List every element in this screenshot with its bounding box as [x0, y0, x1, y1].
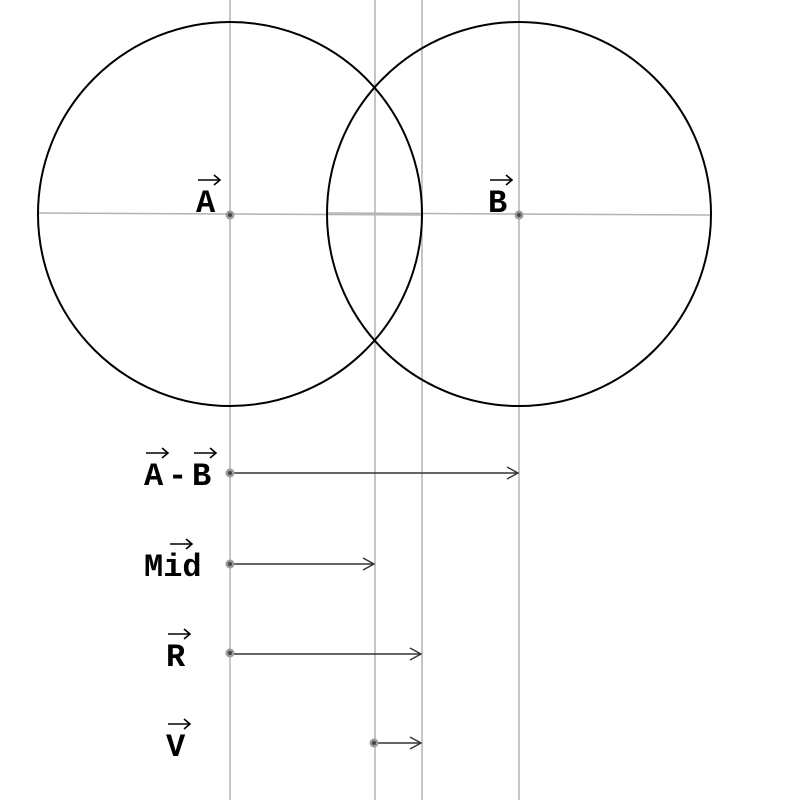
label-mid-text: Mid [144, 549, 202, 586]
vector-mid: Mid [144, 538, 376, 586]
center-point-b [514, 210, 524, 220]
label-a-minus-b: A - B [144, 447, 218, 495]
label-vector-a: A [196, 174, 222, 222]
tail-point-r [225, 648, 235, 658]
vector-a-minus-b: A - B [144, 447, 520, 495]
label-v-text: V [166, 729, 186, 766]
circle-b [326, 21, 712, 407]
label-mid: Mid [144, 538, 202, 586]
label-v: V [166, 718, 192, 766]
center-point-a [225, 210, 235, 220]
label-amb-dash: - [168, 458, 187, 495]
circle-a [37, 21, 423, 407]
tail-point-a-minus-b [225, 468, 235, 478]
label-vector-b: B [488, 174, 514, 222]
tail-point-mid [225, 559, 235, 569]
label-amb-b: B [192, 458, 211, 495]
tail-point-v [369, 738, 379, 748]
vector-v: V [166, 718, 423, 766]
label-a-text: A [196, 185, 216, 222]
label-b-text: B [488, 185, 507, 222]
label-r: R [166, 628, 192, 676]
label-r-text: R [166, 639, 186, 676]
vector-r: R [166, 628, 423, 676]
label-amb-a: A [144, 458, 164, 495]
